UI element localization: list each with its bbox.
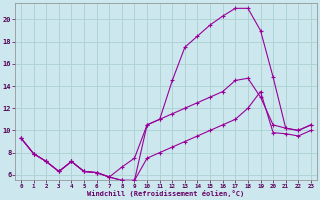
X-axis label: Windchill (Refroidissement éolien,°C): Windchill (Refroidissement éolien,°C): [87, 190, 244, 197]
